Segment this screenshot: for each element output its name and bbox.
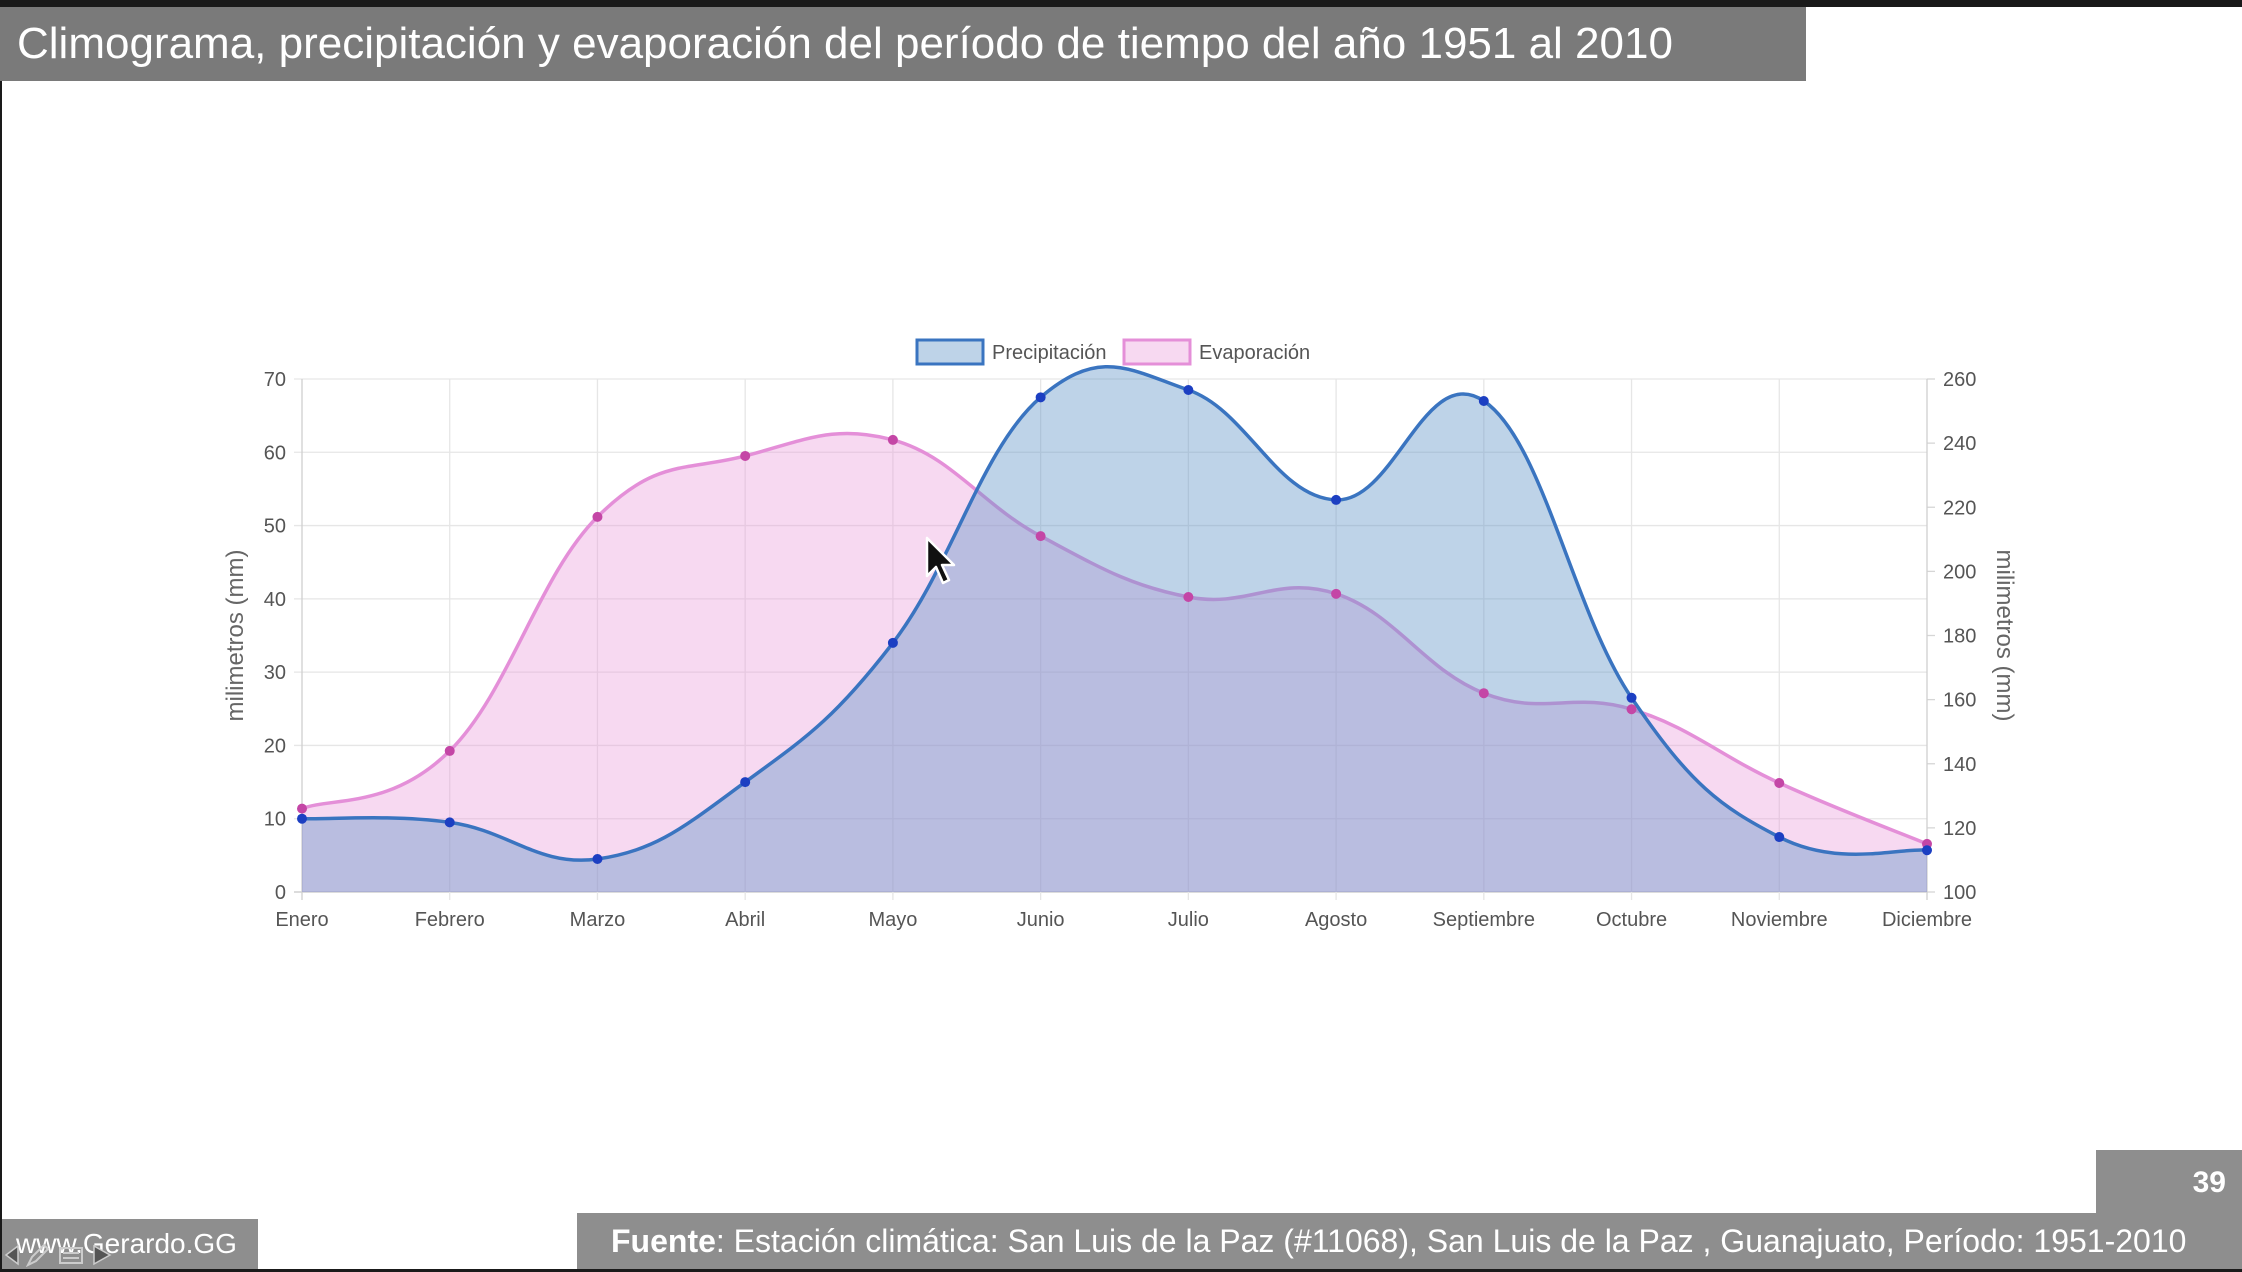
slide-title: Climograma, precipitación y evaporación …: [0, 7, 1806, 81]
x-tick-label: Julio: [1168, 909, 1209, 931]
y-right-tick-label: 200: [1943, 561, 1976, 583]
evaporation-point: [444, 745, 455, 756]
y-right-axis-title: milimetros (mm): [1991, 550, 2018, 722]
y-left-tick-label: 30: [264, 662, 286, 684]
evaporation-point: [1626, 704, 1637, 715]
source-label: Fuente: [611, 1223, 716, 1259]
y-right-tick-label: 220: [1943, 497, 1976, 519]
x-tick-label: Mayo: [868, 909, 917, 931]
y-right-tick-label: 240: [1943, 433, 1976, 455]
precipitation-point: [1922, 845, 1932, 856]
x-tick-label: Noviembre: [1731, 909, 1828, 931]
precipitation-point: [1626, 692, 1637, 703]
precipitation-point: [1774, 832, 1785, 843]
x-tick-label: Enero: [275, 909, 328, 931]
slide-navigation[interactable]: [4, 1243, 114, 1267]
x-tick-label: Diciembre: [1882, 909, 1972, 931]
legend-label-precipitation: Precipitación: [992, 342, 1107, 364]
precipitation-point: [1331, 494, 1342, 505]
pen-icon[interactable]: [25, 1243, 50, 1267]
y-left-tick-label: 20: [264, 735, 286, 757]
evaporation-point: [887, 434, 898, 445]
mouse-pointer-icon: [925, 536, 956, 585]
evaporation-point: [592, 511, 603, 522]
y-right-tick-label: 160: [1943, 690, 1976, 712]
y-left-tick-label: 40: [264, 589, 286, 611]
previous-slide-icon[interactable]: [4, 1244, 19, 1266]
x-tick-label: Agosto: [1305, 909, 1367, 931]
evaporation-point: [1035, 531, 1046, 542]
y-right-tick-label: 260: [1943, 369, 1976, 391]
precipitation-point: [297, 813, 307, 824]
evaporation-point: [297, 803, 307, 814]
left-border: [0, 0, 2, 1272]
x-tick-label: Abril: [725, 909, 765, 931]
precipitation-point: [1035, 392, 1046, 403]
precipitation-point: [444, 817, 455, 828]
evaporation-point: [1331, 588, 1342, 599]
precipitation-point: [1183, 384, 1194, 395]
y-left-tick-label: 10: [264, 809, 286, 831]
evaporation-point: [1774, 777, 1785, 788]
y-right-tick-label: 140: [1943, 754, 1976, 776]
evaporation-point: [1183, 592, 1194, 603]
y-left-axis-title: milimetros (mm): [222, 550, 249, 722]
bottom-border: [0, 1269, 2242, 1272]
x-tick-label: Septiembre: [1433, 909, 1535, 931]
evaporation-point: [740, 450, 751, 461]
legend-swatch-precipitation: [915, 338, 985, 366]
x-tick-label: Febrero: [415, 909, 485, 931]
x-tick-label: Marzo: [570, 909, 626, 931]
y-right-tick-label: 180: [1943, 626, 1976, 648]
x-tick-label: Octubre: [1596, 909, 1667, 931]
y-left-tick-label: 50: [264, 516, 286, 538]
precipitation-point: [740, 777, 751, 788]
y-right-tick-label: 100: [1943, 882, 1976, 904]
source-text: : Estación climática: San Luis de la Paz…: [715, 1223, 2187, 1259]
precipitation-point: [592, 854, 603, 865]
precipitation-area: [302, 366, 1927, 893]
next-slide-icon[interactable]: [93, 1244, 112, 1266]
page-number: 39: [2096, 1150, 2242, 1216]
evaporation-area: [302, 433, 1927, 892]
y-left-tick-label: 0: [275, 882, 286, 904]
legend-swatch-evaporation: [1122, 338, 1192, 366]
precipitation-point: [1478, 395, 1489, 406]
x-tick-label: Junio: [1017, 909, 1065, 931]
y-right-tick-label: 120: [1943, 818, 1976, 840]
y-left-tick-label: 60: [264, 442, 286, 464]
precipitation-point: [887, 637, 898, 648]
top-border: [0, 0, 2242, 7]
legend-label-evaporation: Evaporación: [1199, 342, 1310, 364]
y-left-tick-label: 70: [264, 369, 286, 391]
evaporation-point: [1478, 688, 1489, 699]
source-caption: Fuente: Estación climática: San Luis de …: [577, 1213, 2242, 1269]
website-label: www.Gerardo.GG: [2, 1219, 258, 1269]
menu-icon[interactable]: [59, 1247, 83, 1264]
